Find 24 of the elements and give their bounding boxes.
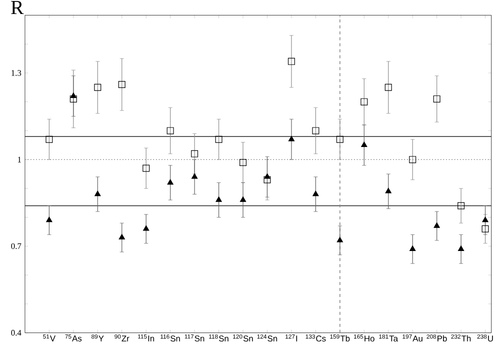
x-tick-label: $^{159}$Tb	[330, 334, 350, 342]
y-axis-title: R	[11, 1, 24, 14]
x-tick-label: $^{127}$I	[286, 334, 298, 342]
x-tick-label: $^{89}$Y	[92, 334, 104, 342]
x-tick-label: $^{75}$As	[65, 334, 82, 342]
x-tick-label: $^{115}$In	[138, 334, 154, 342]
y-tick-label: 1	[18, 156, 21, 162]
x-tick-label: $^{120}$Sn	[233, 334, 253, 342]
x-tick-label: $^{124}$Sn	[257, 334, 278, 342]
x-tick-label: $^{90}$Zr	[114, 334, 130, 342]
x-tick-label: $^{165}$Ho	[354, 334, 374, 342]
x-tick-label: $^{208}$Pb	[426, 334, 447, 342]
x-tick-label: $^{51}$V	[43, 334, 56, 342]
y-tick-label: 1.3	[12, 70, 22, 76]
x-tick-label: $^{181}$Ta	[379, 334, 398, 342]
x-tick-label: $^{197}$Au	[402, 334, 422, 342]
x-tick-label: $^{118}$Sn	[209, 334, 228, 342]
x-tick-label: $^{117}$Sn	[184, 334, 204, 342]
y-tick-label: 0.4	[11, 330, 22, 336]
x-tick-label: $^{116}$Sn	[160, 334, 180, 342]
x-tick-label: $^{232}$Th	[451, 334, 471, 342]
y-tick-label: 0.7	[11, 243, 22, 250]
x-tick-label: $^{238}$U	[477, 334, 493, 342]
x-tick-label: $^{133}$Cs	[306, 334, 326, 342]
